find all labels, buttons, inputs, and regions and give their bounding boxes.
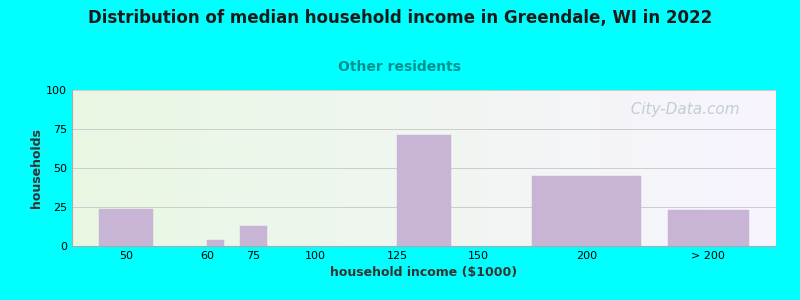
Bar (240, 226, 267, 246)
Bar (99, 208, 154, 246)
Y-axis label: households: households (30, 128, 43, 208)
Bar (207, 240, 224, 246)
X-axis label: household income ($1000): household income ($1000) (330, 266, 518, 279)
Text: Distribution of median household income in Greendale, WI in 2022: Distribution of median household income … (88, 9, 712, 27)
Bar (668, 210, 749, 246)
Bar (397, 135, 451, 246)
Text: City-Data.com: City-Data.com (621, 103, 740, 118)
Text: Other residents: Other residents (338, 60, 462, 74)
Bar (532, 176, 641, 246)
